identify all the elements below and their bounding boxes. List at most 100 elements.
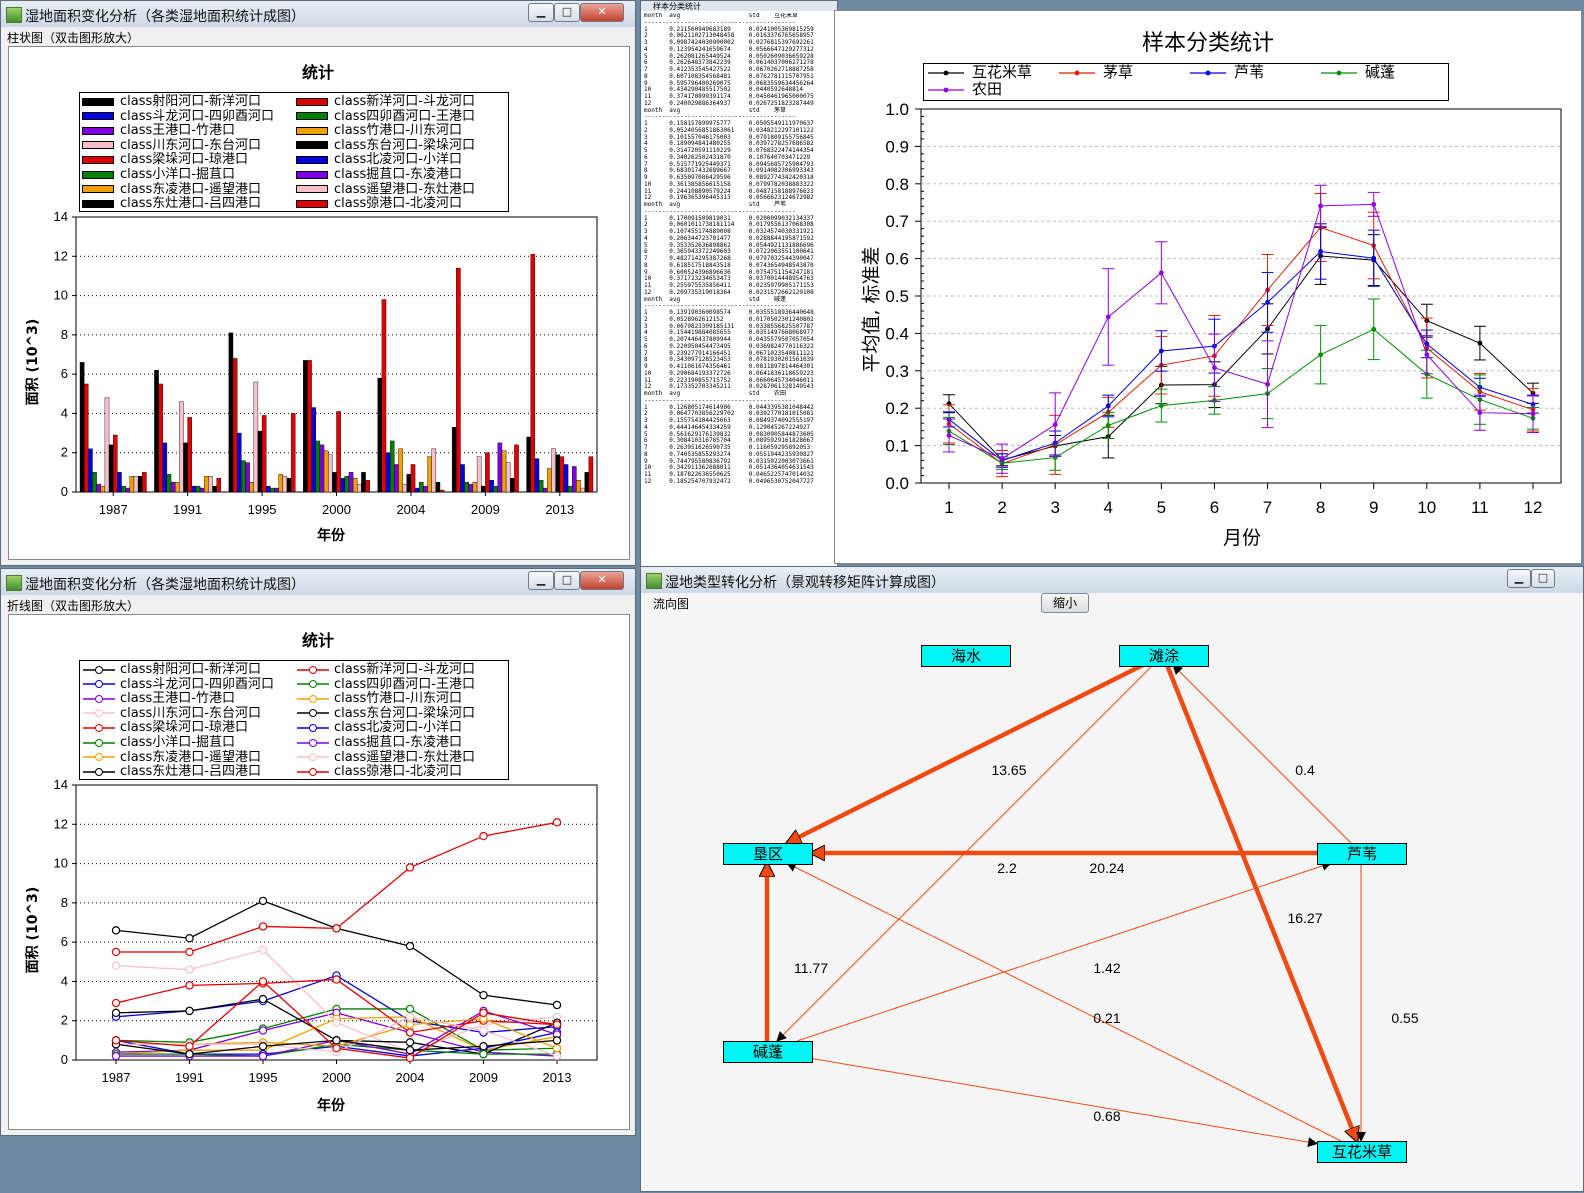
maximize-button[interactable]: □ <box>1531 569 1555 588</box>
legend-label: class遥望港口-东灶港口 <box>334 749 475 765</box>
minimize-button[interactable]: ▁ <box>528 3 554 22</box>
data-point <box>1371 255 1377 261</box>
legend-item: class北凌河口-小洋口 <box>296 721 462 735</box>
x-tick-label: 9 <box>1369 498 1378 517</box>
legend-swatch <box>297 767 329 776</box>
maximize-button[interactable]: □ <box>554 571 580 590</box>
bar-chart-panel[interactable]: 统计 class射阳河口-新洋河口 class新洋河口-斗龙河口 class斗龙河口… <box>8 46 630 560</box>
stats-text-line: 8 0.740535855293274 0.0551944235930827 <box>644 450 814 458</box>
data-point <box>479 1042 488 1051</box>
legend-label: class北凌河口-小洋口 <box>334 152 462 168</box>
bar <box>96 483 101 493</box>
flow-chart-tab[interactable]: 流向图 <box>653 597 690 611</box>
legend-label: class新洋河口-斗龙河口 <box>334 662 475 677</box>
y-tick-label: 8 <box>61 327 68 342</box>
close-button[interactable]: ✕ <box>580 571 624 590</box>
bar <box>423 485 428 493</box>
legend-label: class掘苴口-东凌港口 <box>334 735 462 750</box>
stats-text-line: 6 0.340262502431870 0.107640703471229 <box>644 153 811 161</box>
shrink-button[interactable]: 缩小 <box>1041 593 1089 613</box>
line-chart-panel[interactable]: 统计 class射阳河口-新洋河口 class新洋河口-斗龙河口 class斗龙河口… <box>8 614 630 1130</box>
legend-swatch <box>83 767 115 776</box>
stats-text-line: 10 0.361385856615158 0.0799782038883322 <box>644 180 814 188</box>
stats-text-line: 2 0.0621102713048458 0.0163376765658957 <box>644 32 814 40</box>
flow-node-spartina[interactable]: 互花米草 <box>1317 1141 1407 1163</box>
y-tick-label: 8 <box>61 895 68 910</box>
bar-chart-tab[interactable]: 柱状图（双击图形放大） <box>7 31 140 45</box>
data-point <box>479 1008 488 1018</box>
legend-label: class遥望港口-东灶港口 <box>334 181 475 197</box>
bar <box>381 299 387 493</box>
x-tick-label: 2000 <box>322 502 351 517</box>
x-tick-label: 4 <box>1104 498 1113 517</box>
data-point <box>258 945 268 955</box>
stats-text-line: 9 0.411061674356461 0.0811897814464301 <box>644 363 814 370</box>
app-icon <box>646 573 662 589</box>
monthly-chart-panel[interactable]: 样本分类统计 互花米草 茅草 芦苇 碱蓬 农田 平均值, 标准差 月份 0.0 0.1 0.… <box>834 10 1582 564</box>
data-point <box>332 975 341 984</box>
maximize-button[interactable]: □ <box>554 3 580 22</box>
flow-node-suaeda[interactable]: 碱蓬 <box>723 1041 813 1063</box>
legend-swatch <box>83 694 115 703</box>
flow-node-reclaim[interactable]: 垦区 <box>723 843 813 865</box>
data-point <box>185 981 194 990</box>
legend-item: class东凌港口-遥望港口 <box>82 182 261 197</box>
bar <box>563 464 569 493</box>
flow-edge <box>776 664 1154 1042</box>
y-tick-label: 14 <box>54 777 68 792</box>
stats-text-line: 11 0.374170899391174 0.0450461965000075 <box>644 93 814 100</box>
flow-node-reed[interactable]: 芦苇 <box>1317 843 1407 865</box>
legend-item: class川东河口-东台河口 <box>82 706 261 721</box>
legend-label: class北凌河口-小洋口 <box>334 720 462 736</box>
y-tick-label: 0.8 <box>885 175 909 194</box>
data-point <box>1318 352 1324 358</box>
data-point <box>405 863 415 872</box>
stats-text-line: ----------------------------------------… <box>644 396 796 404</box>
flow-node-sea[interactable]: 海水 <box>921 645 1011 667</box>
bar-chart-xlabel: 年份 <box>317 528 345 544</box>
legend-label: class竹港口-川东河口 <box>334 691 462 707</box>
bar <box>187 417 192 493</box>
line-chart-legend: class射阳河口-新洋河口 class新洋河口-斗龙河口 class斗龙河口-四卯… <box>79 660 509 780</box>
line-chart-tab[interactable]: 折线图（双击图形放大） <box>7 599 140 613</box>
legend-item: 农田 <box>926 82 1002 97</box>
stats-text-line: 3 0.101557046175003 0.0791809155756845 <box>644 133 814 141</box>
legend-swatch <box>296 199 328 208</box>
stats-text-line: 3 0.0679823309185131 0.0338556825507787 <box>644 322 814 330</box>
data-point <box>111 998 121 1008</box>
bar-window-titlebar[interactable]: 湿地面积变化分析（各类湿地面积统计成图） ▁ □ ✕ <box>1 1 635 27</box>
bar <box>261 415 267 493</box>
flow-window-titlebar[interactable]: 湿地类型转化分析（景观转移矩阵计算成图） ▁ □ <box>641 567 1583 593</box>
legend-item: class射阳河口-新洋河口 <box>82 95 261 109</box>
flow-node-tidal[interactable]: 滩涂 <box>1119 645 1209 667</box>
flow-edge-label: 0.55 <box>1391 1010 1418 1026</box>
flow-edge-label: 11.77 <box>794 960 828 976</box>
minimize-button[interactable]: ▁ <box>528 571 554 590</box>
stats-text-line: 5 0.561629176139832 0.0830905844873605 <box>644 430 814 438</box>
bar <box>216 478 222 493</box>
y-tick-label: 0.7 <box>885 212 909 231</box>
legend-item: class遥望港口-东灶港口 <box>296 181 475 197</box>
monthly-chart-xlabel: 月份 <box>1223 527 1262 549</box>
close-button[interactable]: ✕ <box>580 3 624 22</box>
stats-text-line: 5 0.262081265449524 0.0502609036659228 <box>644 52 814 60</box>
line-window-titlebar[interactable]: 湿地面积变化分析（各类湿地面积统计成图） ▁ □ ✕ <box>1 569 635 595</box>
stats-window-titlebar[interactable]: 样本分类统计 <box>641 1 837 11</box>
y-tick-label: 0.1 <box>885 437 909 456</box>
legend-item: class弶港口-北凌河口 <box>296 765 462 779</box>
data-point <box>479 1049 488 1059</box>
bar <box>402 483 407 493</box>
legend-swatch <box>82 112 114 121</box>
bar <box>389 440 395 493</box>
data-point <box>479 1026 488 1035</box>
stats-text-content[interactable]: month avg std 互花米草 ----------------------… <box>641 13 837 565</box>
data-point <box>111 1051 121 1061</box>
stats-text-line: 8 0.343097128523453 0.0781930201561039 <box>644 356 814 364</box>
data-point <box>405 1045 415 1055</box>
legend-swatch <box>297 665 329 674</box>
data-point <box>999 456 1005 462</box>
minimize-button[interactable]: ▁ <box>1507 569 1531 588</box>
bar <box>398 448 403 493</box>
y-tick-label: 4 <box>61 973 68 988</box>
bar <box>236 432 242 493</box>
